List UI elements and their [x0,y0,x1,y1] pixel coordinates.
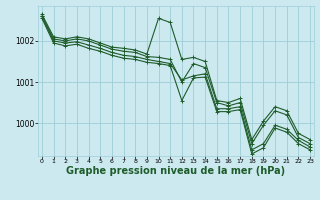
X-axis label: Graphe pression niveau de la mer (hPa): Graphe pression niveau de la mer (hPa) [67,166,285,176]
